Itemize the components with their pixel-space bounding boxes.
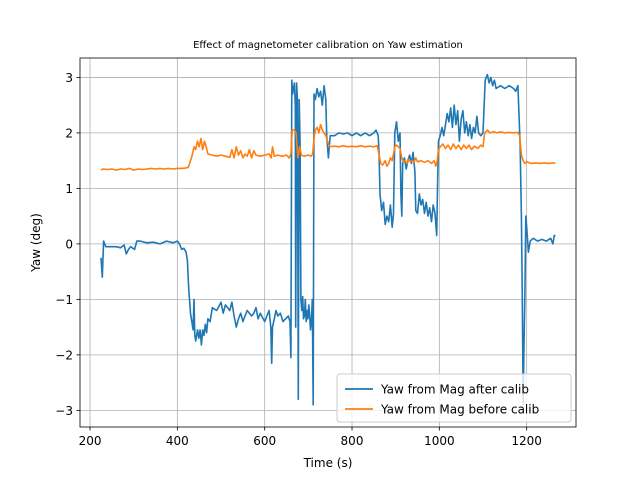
y-tick-label: −3 <box>55 404 73 418</box>
x-tick-label: 600 <box>253 434 276 448</box>
legend-entry: Yaw from Mag after calib <box>380 383 529 397</box>
ticks: 200 400 600 800 1000 1200 −3 −2 −1 0 1 2 3 <box>55 71 542 448</box>
y-tick-label: 3 <box>65 71 73 85</box>
axes-frame <box>79 57 577 428</box>
y-tick-label: 0 <box>65 237 73 251</box>
x-tick-label: 800 <box>341 434 364 448</box>
legend-entry: Yaw from Mag before calib <box>380 403 539 417</box>
grid <box>80 58 576 427</box>
legend: Yaw from Mag after calib Yaw from Mag bef… <box>336 373 572 423</box>
plot-lines <box>100 73 556 406</box>
x-tick-label: 1200 <box>511 434 542 448</box>
y-tick-label: −2 <box>55 348 73 362</box>
y-tick-label: −1 <box>55 293 73 307</box>
y-tick-label: 1 <box>65 182 73 196</box>
series-line-1 <box>100 73 556 406</box>
x-tick-label: 1000 <box>424 434 455 448</box>
legend-box <box>336 373 572 423</box>
x-tick-label: 400 <box>166 434 189 448</box>
x-tick-label: 200 <box>79 434 102 448</box>
x-axis-label: Time (s) <box>303 456 353 470</box>
chart-title: Effect of magnetometer calibration on Ya… <box>193 40 463 51</box>
y-axis-label: Yaw (deg) <box>29 213 43 273</box>
series-line-2 <box>100 123 556 171</box>
y-tick-label: 2 <box>65 126 73 140</box>
